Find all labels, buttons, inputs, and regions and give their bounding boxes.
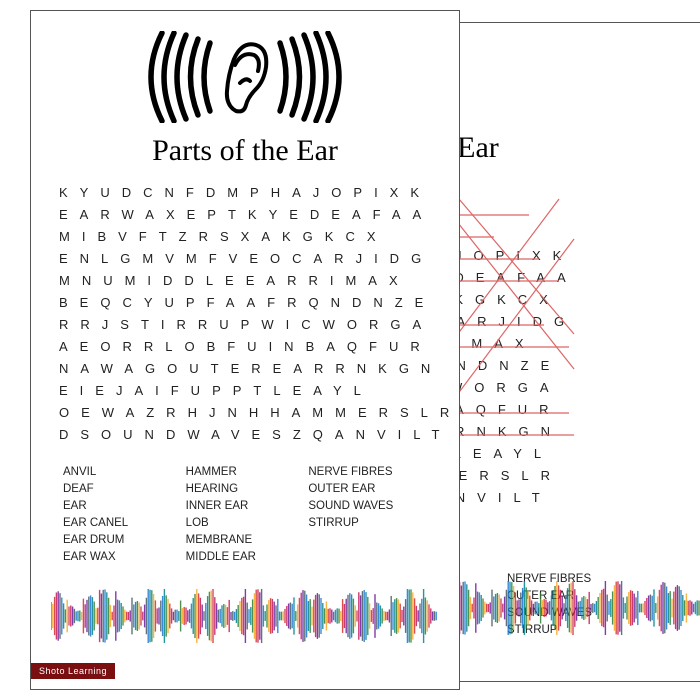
wordlist-item: HAMMER	[186, 464, 309, 481]
wordlist-col: ANVILDEAFEAREAR CANELEAR DRUMEAR WAX	[63, 464, 186, 566]
page-title: Parts of the Ear	[53, 134, 437, 168]
wordlist-col: HAMMERHEARINGINNER EARLOBMEMBRANEMIDDLE …	[186, 464, 309, 566]
wordlist-item: NERVE FIBRES	[308, 464, 431, 481]
puzzle-sheet: Parts of the Ear KYUDCNFDMPHAJOPIXK EARW…	[30, 10, 460, 690]
wordlist-item: LOB	[186, 515, 309, 532]
wordlist-item: INNER EAR	[186, 498, 309, 515]
brand-badge: Shoto Learning	[31, 663, 115, 679]
letter-grid: KYUDCNFDMPHAJOPIXK EARWAXEPTKYEDEAFAA MI…	[59, 182, 437, 446]
wordlist-item: EAR WAX	[63, 549, 186, 566]
wordlist-item: EAR CANEL	[63, 515, 186, 532]
wordlist-item: OUTER EAR	[308, 481, 431, 498]
wordlist-item: HEARING	[186, 481, 309, 498]
ear-icon	[53, 31, 437, 128]
wordlist-col: NERVE FIBRESOUTER EARSOUND WAVESSTIRRUP	[308, 464, 431, 566]
soundwave-decoration-icon	[51, 589, 441, 643]
wordlist-item: MEMBRANE	[186, 532, 309, 549]
wordlist-item: ANVIL	[63, 464, 186, 481]
wordlist: ANVILDEAFEAREAR CANELEAR DRUMEAR WAX HAM…	[53, 464, 437, 576]
wordlist-item: SOUND WAVES	[308, 498, 431, 515]
wordlist-item: EAR DRUM	[63, 532, 186, 549]
wordlist-item: EAR	[63, 498, 186, 515]
wordlist-item: MIDDLE EAR	[186, 549, 309, 566]
wordlist-item: STIRRUP	[308, 515, 431, 532]
wordlist-item: DEAF	[63, 481, 186, 498]
